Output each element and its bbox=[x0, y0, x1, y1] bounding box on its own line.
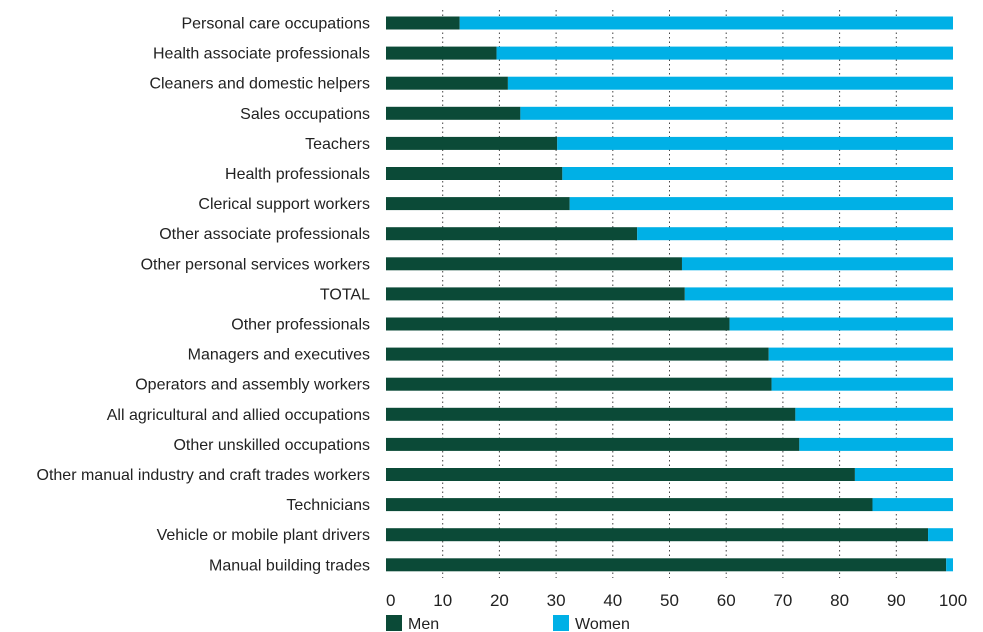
category-label: Other personal services workers bbox=[141, 256, 370, 273]
bar-women bbox=[637, 227, 953, 241]
bar-women bbox=[681, 257, 953, 271]
bar-men bbox=[386, 46, 497, 60]
x-tick-label: 70 bbox=[773, 591, 792, 610]
x-tick-label: 30 bbox=[547, 591, 566, 610]
x-tick-label: 60 bbox=[717, 591, 736, 610]
bar-women bbox=[557, 136, 953, 150]
category-label: Other unskilled occupations bbox=[173, 437, 370, 454]
bar-women bbox=[496, 46, 953, 60]
category-label: Sales occupations bbox=[240, 106, 370, 123]
bar-women bbox=[795, 407, 953, 421]
x-tick-label: 80 bbox=[830, 591, 849, 610]
bar-men bbox=[386, 106, 521, 120]
bar-men bbox=[386, 76, 508, 90]
category-label: Managers and executives bbox=[188, 347, 370, 364]
bar-women bbox=[854, 468, 953, 481]
bar-women bbox=[507, 76, 953, 90]
x-tick-label: 20 bbox=[490, 591, 509, 610]
bar-women bbox=[872, 498, 953, 512]
bar-women bbox=[562, 167, 953, 180]
bar-men bbox=[386, 317, 730, 331]
bar-men bbox=[386, 437, 800, 451]
bar-men bbox=[386, 197, 570, 211]
bar-women bbox=[799, 437, 953, 451]
category-label: Vehicle or mobile plant drivers bbox=[157, 527, 370, 544]
category-labels: Personal care occupations Health associat… bbox=[37, 16, 371, 575]
category-label: Operators and assembly workers bbox=[135, 377, 370, 394]
category-label: Health professionals bbox=[225, 166, 370, 183]
category-label: All agricultural and allied occupations bbox=[107, 407, 370, 424]
category-label: Other associate professionals bbox=[159, 226, 370, 243]
x-tick-label: 10 bbox=[433, 591, 452, 610]
bar-men bbox=[386, 377, 772, 391]
bar-women bbox=[520, 106, 953, 120]
x-tick-label: 0 bbox=[386, 591, 395, 610]
category-label: Health associate professionals bbox=[153, 46, 370, 63]
bar-women bbox=[771, 377, 953, 391]
category-label: Other professionals bbox=[231, 317, 370, 334]
bar-men bbox=[386, 16, 460, 30]
category-label: Cleaners and domestic helpers bbox=[149, 76, 370, 93]
bars bbox=[386, 16, 953, 572]
category-label: Technicians bbox=[286, 497, 370, 514]
bar-men bbox=[386, 558, 947, 572]
category-label: TOTAL bbox=[320, 286, 370, 303]
bar-men bbox=[386, 407, 796, 421]
bar-women bbox=[928, 528, 953, 542]
legend-swatch-women bbox=[553, 615, 569, 631]
bar-men bbox=[386, 468, 855, 481]
legend: Men Women bbox=[386, 615, 630, 632]
x-tick-label: 50 bbox=[660, 591, 679, 610]
category-label: Clerical support workers bbox=[198, 196, 370, 213]
x-axis-ticks: 0 10 20 30 40 50 60 70 80 90 100 bbox=[386, 591, 967, 610]
bar-men bbox=[386, 498, 873, 512]
bar-women bbox=[459, 16, 953, 30]
bar-men bbox=[386, 257, 682, 271]
bar-women bbox=[946, 558, 953, 572]
bar-men bbox=[386, 347, 769, 361]
bar-women bbox=[684, 287, 953, 301]
bar-women bbox=[569, 197, 953, 211]
bar-men bbox=[386, 167, 563, 180]
bar-men bbox=[386, 136, 558, 150]
x-tick-label: 40 bbox=[603, 591, 622, 610]
category-label: Teachers bbox=[305, 136, 370, 153]
category-label: Other manual industry and craft trades w… bbox=[37, 467, 370, 484]
category-label: Personal care occupations bbox=[181, 16, 370, 33]
x-tick-label: 100 bbox=[939, 591, 967, 610]
legend-label-men: Men bbox=[408, 616, 439, 632]
category-label: Manual building trades bbox=[209, 557, 370, 574]
bar-men bbox=[386, 287, 685, 301]
x-tick-label: 90 bbox=[887, 591, 906, 610]
bar-men bbox=[386, 528, 929, 542]
legend-label-women: Women bbox=[575, 616, 630, 632]
bar-women bbox=[729, 317, 953, 331]
legend-swatch-men bbox=[386, 615, 402, 631]
bar-men bbox=[386, 227, 638, 241]
bar-women bbox=[768, 347, 953, 361]
